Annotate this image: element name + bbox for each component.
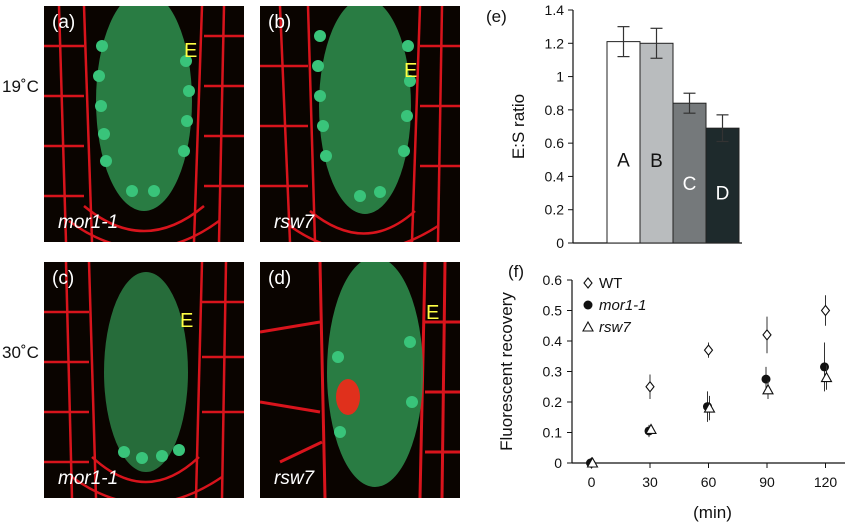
chart-e-y-tick-label: 0.4	[545, 168, 565, 184]
chart-f-y-tick-label: 0.2	[543, 394, 563, 410]
chart-f-point-mor1-1	[644, 426, 654, 436]
panel-d-e-marker: E	[426, 302, 440, 324]
chart-f-x-axis-label: (min)	[693, 503, 732, 522]
micrograph-panel-a: (a) E mor1-1	[44, 6, 244, 242]
chart-e-y-tick-label: 0.2	[545, 202, 565, 218]
chart-e-y-tick-label: 1	[556, 69, 564, 85]
chart-f-point-rsw7	[762, 383, 774, 395]
chart-f-point-wt	[762, 329, 772, 341]
panel-a-letter: (a)	[52, 12, 76, 33]
chart-f-point-rsw7	[703, 401, 716, 413]
chart-f-legend-label-rsw7: rsw7	[599, 319, 631, 336]
chart-e-y-tick-label: 0.6	[545, 135, 565, 151]
micrograph-b-image	[260, 6, 460, 242]
chart-e-y-tick-label: 0	[556, 235, 564, 251]
chart-f-y-tick-label: 0.5	[543, 303, 563, 319]
panel-a-genotype: mor1-1	[58, 212, 119, 233]
chart-e-bar-label: D	[716, 183, 730, 204]
chart-f-y-tick-label: 0.4	[543, 333, 563, 349]
chart-f-y-tick-label: 0.3	[543, 364, 563, 380]
micrograph-c-image	[44, 262, 244, 498]
panel-d-letter: (d)	[268, 268, 292, 289]
chart-f-y-axis-label: Fluorescent recovery	[497, 292, 516, 451]
row-label-30c: 30˚C	[2, 343, 39, 362]
chart-f-y-tick-label: 0.1	[543, 425, 563, 441]
chart-e-bar-label: B	[650, 151, 663, 172]
chart-f-point-rsw7	[645, 423, 657, 435]
chart-f-point-wt	[645, 380, 655, 393]
chart-f-legend-label-mor1-1: mor1-1	[599, 297, 647, 314]
panel-b-genotype: rsw7	[274, 212, 315, 233]
chart-e-y-tick-label: 0.8	[545, 102, 565, 118]
micrograph-a-image	[44, 6, 244, 242]
chart-e-bar	[705, 127, 740, 244]
chart-f-point-mor1-1	[703, 402, 712, 412]
panel-c-genotype: mor1-1	[58, 468, 119, 489]
chart-f-point-wt	[586, 457, 597, 469]
chart-e-bar	[639, 42, 674, 244]
chart-f-point-rsw7	[820, 371, 833, 383]
chart-f-x-tick-label: 90	[759, 474, 775, 490]
panel-b-e-marker: E	[404, 60, 418, 82]
chart-f-legend-label-wt: WT	[599, 275, 622, 292]
chart-e-bar	[606, 41, 641, 244]
chart-f-legend-marker-rsw7	[582, 320, 594, 332]
chart-f-x-tick-label: 0	[588, 474, 596, 490]
chart-f-legend-marker-wt	[583, 277, 593, 289]
micrograph-panel-b: (b) E rsw7	[260, 6, 460, 242]
panel-c-e-marker: E	[180, 310, 194, 332]
micrograph-d-image	[260, 262, 460, 498]
chart-f-x-tick-label: 120	[814, 474, 838, 490]
micrograph-panel-c: (c) E mor1-1	[44, 262, 244, 498]
panel-b-letter: (b)	[268, 12, 292, 33]
chart-e-panel-label: (e)	[486, 7, 507, 26]
chart-f-point-mor1-1	[586, 458, 595, 468]
chart-f-y-tick-label: 0	[554, 455, 562, 471]
panel-d-genotype: rsw7	[274, 468, 315, 489]
micrograph-panel-d: (d) E rsw7	[260, 262, 460, 498]
panel-c-letter: (c)	[52, 268, 75, 289]
chart-e-y-tick-label: 1.2	[545, 35, 565, 51]
chart-f-point-rsw7	[586, 456, 599, 468]
chart-f-x-tick-label: 60	[701, 474, 717, 490]
chart-e-y-tick-label: 1.4	[545, 2, 565, 18]
chart-f-point-wt	[820, 304, 831, 317]
chart-f-legend-marker-mor1-1	[583, 300, 593, 310]
chart-e-bar-label: C	[683, 174, 697, 195]
chart-f-point-wt	[703, 344, 714, 357]
row-label-19c: 19˚C	[2, 77, 39, 96]
chart-f-point-mor1-1	[761, 374, 771, 384]
chart-e-bar	[672, 102, 707, 244]
chart-f-y-tick-label: 0.6	[543, 272, 563, 288]
chart-f-point-mor1-1	[820, 362, 829, 372]
chart-f-x-tick-label: 30	[642, 474, 658, 490]
chart-e-y-axis-label: E:S ratio	[509, 94, 528, 159]
panel-a-e-marker: E	[184, 40, 198, 62]
chart-e-bar-label: A	[617, 150, 630, 171]
chart-f-panel-label: (f)	[508, 262, 524, 281]
